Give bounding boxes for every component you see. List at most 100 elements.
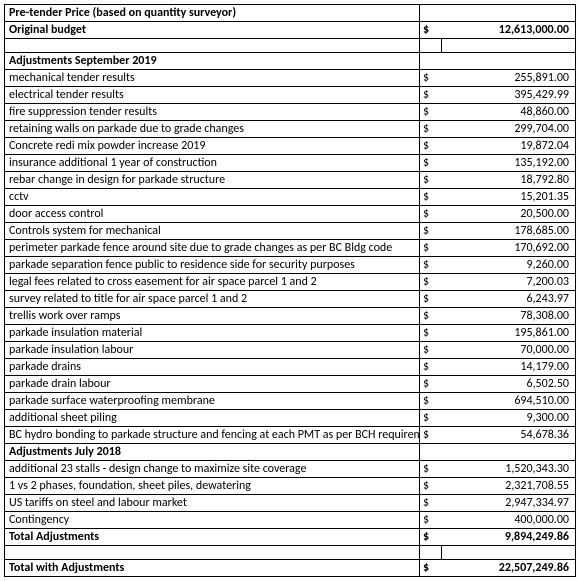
currency-symbol: $ <box>420 529 442 546</box>
amount-value: 299,704.00 <box>442 121 576 138</box>
currency-symbol: $ <box>420 325 442 342</box>
amount-value: 694,510.00 <box>442 393 576 410</box>
amount-value: 255,891.00 <box>442 70 576 87</box>
line-item-row: Controls system for mechanical$178,685.0… <box>5 223 576 240</box>
currency-symbol <box>420 444 442 461</box>
line-item-label: retaining walls on parkade due to grade … <box>5 121 420 138</box>
currency-symbol: $ <box>420 257 442 274</box>
grand-total-label: Total with Adjustments <box>5 560 420 577</box>
currency-symbol: $ <box>420 189 442 206</box>
amount-value: 170,692.00 <box>442 240 576 257</box>
currency-symbol: $ <box>420 22 442 39</box>
line-item-row: parkade drain labour$6,502.50 <box>5 376 576 393</box>
section-title: Adjustments July 2018 <box>5 444 420 461</box>
amount-value <box>442 444 576 461</box>
amount-value: 14,179.00 <box>442 359 576 376</box>
currency-symbol: $ <box>420 206 442 223</box>
currency-symbol: $ <box>420 172 442 189</box>
line-item-label: fire suppression tender results <box>5 104 420 121</box>
amount-value: 9,260.00 <box>442 257 576 274</box>
currency-symbol <box>420 546 442 560</box>
pretender-price-table: Pre-tender Price (based on quantity surv… <box>4 4 576 577</box>
line-item-row: parkade surface waterproofing membrane$6… <box>5 393 576 410</box>
amount-value: 2,321,708.55 <box>442 478 576 495</box>
line-item-row: Concrete redi mix powder increase 2019$1… <box>5 138 576 155</box>
amount-value: 20,500.00 <box>442 206 576 223</box>
currency-symbol: $ <box>420 427 442 444</box>
line-item-label: 1 vs 2 phases, foundation, sheet piles, … <box>5 478 420 495</box>
amount-value: 15,201.35 <box>442 189 576 206</box>
line-item-label: cctv <box>5 189 420 206</box>
line-item-label: insurance additional 1 year of construct… <box>5 155 420 172</box>
header-title-row: Pre-tender Price (based on quantity surv… <box>5 5 576 22</box>
line-item-label: door access control <box>5 206 420 223</box>
line-item-label: parkade insulation labour <box>5 342 420 359</box>
amount-value: 7,200.03 <box>442 274 576 291</box>
grand-total-row: Total with Adjustments$22,507,249.86 <box>5 560 576 577</box>
amount-value: 6,502.50 <box>442 376 576 393</box>
currency-symbol <box>420 39 442 53</box>
line-item-label: parkade separation fence public to resid… <box>5 257 420 274</box>
line-item-row: Contingency$400,000.00 <box>5 512 576 529</box>
currency-symbol: $ <box>420 104 442 121</box>
currency-symbol: $ <box>420 410 442 427</box>
amount-value: 9,894,249.86 <box>442 529 576 546</box>
line-item-row: cctv$15,201.35 <box>5 189 576 206</box>
amount-value <box>442 39 576 53</box>
currency-symbol: $ <box>420 376 442 393</box>
amount-value: 9,300.00 <box>442 410 576 427</box>
original-budget-label: Original budget <box>5 22 420 39</box>
currency-symbol: $ <box>420 87 442 104</box>
line-item-label: additional sheet piling <box>5 410 420 427</box>
currency-symbol: $ <box>420 478 442 495</box>
line-item-row: parkade insulation labour$70,000.00 <box>5 342 576 359</box>
currency-symbol: $ <box>420 121 442 138</box>
currency-symbol: $ <box>420 512 442 529</box>
line-item-row: door access control$20,500.00 <box>5 206 576 223</box>
total-adjustments-label: Total Adjustments <box>5 529 420 546</box>
line-item-label: survey related to title for air space pa… <box>5 291 420 308</box>
total-adjustments-row: Total Adjustments$9,894,249.86 <box>5 529 576 546</box>
original-budget-row: Original budget$12,613,000.00 <box>5 22 576 39</box>
section-header-sep-2019: Adjustments September 2019 <box>5 53 576 70</box>
section-title: Adjustments September 2019 <box>5 53 420 70</box>
row-label <box>5 546 420 560</box>
currency-symbol: $ <box>420 461 442 478</box>
line-item-row: rebar change in design for parkade struc… <box>5 172 576 189</box>
line-item-row: BC hydro bonding to parkade structure an… <box>5 427 576 444</box>
line-item-label: mechanical tender results <box>5 70 420 87</box>
amount-value: 12,613,000.00 <box>442 22 576 39</box>
amount-value <box>442 5 576 22</box>
line-item-row: parkade drains$14,179.00 <box>5 359 576 376</box>
line-item-row: legal fees related to cross easement for… <box>5 274 576 291</box>
line-item-label: legal fees related to cross easement for… <box>5 274 420 291</box>
line-item-row: electrical tender results$395,429.99 <box>5 87 576 104</box>
currency-symbol: $ <box>420 155 442 172</box>
currency-symbol: $ <box>420 308 442 325</box>
amount-value: 400,000.00 <box>442 512 576 529</box>
currency-symbol: $ <box>420 342 442 359</box>
currency-symbol: $ <box>420 240 442 257</box>
amount-value: 195,861.00 <box>442 325 576 342</box>
row-label <box>5 39 420 53</box>
amount-value: 22,507,249.86 <box>442 560 576 577</box>
line-item-label: additional 23 stalls - design change to … <box>5 461 420 478</box>
currency-symbol: $ <box>420 560 442 577</box>
line-item-row: survey related to title for air space pa… <box>5 291 576 308</box>
amount-value: 19,872.04 <box>442 138 576 155</box>
line-item-label: Controls system for mechanical <box>5 223 420 240</box>
currency-symbol: $ <box>420 359 442 376</box>
line-item-row: mechanical tender results$255,891.00 <box>5 70 576 87</box>
line-item-label: parkade surface waterproofing membrane <box>5 393 420 410</box>
spacer-row <box>5 39 576 53</box>
currency-symbol: $ <box>420 495 442 512</box>
amount-value: 78,308.00 <box>442 308 576 325</box>
line-item-label: Concrete redi mix powder increase 2019 <box>5 138 420 155</box>
line-item-label: electrical tender results <box>5 87 420 104</box>
currency-symbol: $ <box>420 223 442 240</box>
currency-symbol: $ <box>420 138 442 155</box>
line-item-label: parkade drain labour <box>5 376 420 393</box>
line-item-label: perimeter parkade fence around site due … <box>5 240 420 257</box>
currency-symbol <box>420 53 442 70</box>
amount-value: 2,947,334.97 <box>442 495 576 512</box>
